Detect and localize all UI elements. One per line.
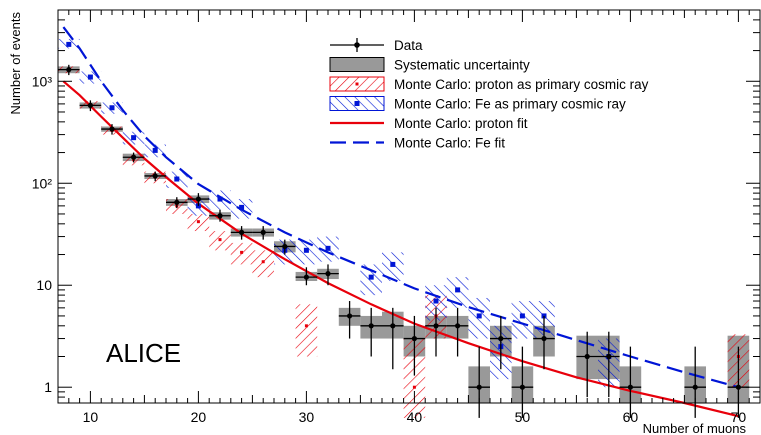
mc-fe-point [152,147,158,153]
mc-fe-point [368,274,374,280]
mc-fe-point [476,313,482,319]
data-point [217,213,223,219]
data-point [66,67,72,73]
mc-fe-point [390,261,396,267]
mc-fe-point [174,176,180,182]
data-point [174,199,180,205]
x-tick-label: 10 [83,409,99,425]
data-point [735,384,742,390]
legend-mc-proton-marker [355,82,359,86]
fe-fit-line [62,26,739,389]
x-tick-label: 30 [299,409,315,425]
data-point [627,384,634,390]
data-point [455,323,461,329]
mc-proton-point [412,385,416,389]
y-tick-label: 10 [36,277,52,293]
y-tick-label: 10² [32,175,53,191]
data-point [131,154,137,160]
legend-mc-fe-marker [354,101,360,106]
mc-proton-band [252,250,274,278]
mc-fe-point [66,41,72,47]
data-point [498,335,504,342]
mc-fe-point [433,298,439,304]
mc-fe-point [217,196,223,202]
data-points [58,41,750,418]
y-tick-label: 1 [44,379,52,395]
x-tick-label: 40 [407,409,423,425]
legend-item-data: Data [330,38,423,53]
y-tick-label: 10³ [32,73,53,89]
mc-fe-point [455,287,461,293]
data-point [411,335,417,342]
mc-proton-point [218,238,222,242]
legend-label: Data [394,38,423,53]
mc-proton-point [240,250,244,254]
x-tick-label: 50 [515,409,531,425]
legend-item-fit_proton: Monte Carlo: proton fit [330,116,528,131]
mc-fe-point [131,135,137,141]
data-point [239,229,245,235]
mc-proton-point [261,260,265,264]
legend-item-mc_fe: Monte Carlo: Fe as primary cosmic ray [329,96,626,112]
legend-label: Systematic uncertainty [394,58,530,73]
mc-proton-band [295,304,318,357]
mc-fe-point [87,74,93,80]
mc-fe-band [446,277,469,308]
data-point [303,274,309,280]
mc-fe-point [303,247,309,253]
plot-frame [57,9,761,404]
data-point [476,384,482,390]
mc-proton-band [403,338,426,418]
data-point [347,313,353,319]
experiment-label: ALICE [106,338,181,368]
x-tick-label: 20 [191,409,207,425]
legend-label: Monte Carlo: proton as primary cosmic ra… [394,77,649,92]
data-point [282,243,288,250]
mc-fe-point [325,245,331,251]
data-point [325,271,331,277]
mc-proton-point [196,220,200,224]
y-axis-label: Number of events [8,12,23,115]
data-point [195,196,201,202]
legend: Data Systematic uncertainty Monte Carlo: p… [329,38,649,151]
x-tick-label: 60 [623,409,639,425]
legend-item-mc_proton: Monte Carlo: proton as primary cosmic ra… [329,76,649,92]
mc-fe-band [360,264,382,296]
data-point [433,323,439,329]
data-point [606,353,612,360]
data-point [519,384,526,390]
data-point [109,126,115,132]
axes: 1 10 10² 10³ 10 20 30 40 50 60 70 [32,9,761,425]
mc-fe-point [239,204,245,210]
data-point [692,384,698,390]
data-point [390,323,396,329]
data-point [368,323,374,329]
data-point [541,335,547,342]
mc-fe-band [511,301,534,339]
legend-item-syst: Systematic uncertainty [329,57,530,73]
legend-syst-swatch [329,57,385,72]
data-point [260,229,266,235]
legend-data-marker [354,42,360,48]
legend-label: Monte Carlo: Fe fit [394,136,505,151]
legend-label: Monte Carlo: proton fit [394,116,528,131]
legend-item-fit_fe: Monte Carlo: Fe fit [330,136,505,151]
mc-proton-point [304,324,308,328]
data-point [584,353,590,360]
data-point [152,173,158,179]
mc-fe-point [109,105,115,111]
mc-fe-point [519,313,525,319]
data-point [87,102,93,109]
x-tick-label: 70 [731,409,747,425]
legend-label: Monte Carlo: Fe as primary cosmic ray [394,97,626,112]
x-axis-label: Number of muons [643,421,747,435]
